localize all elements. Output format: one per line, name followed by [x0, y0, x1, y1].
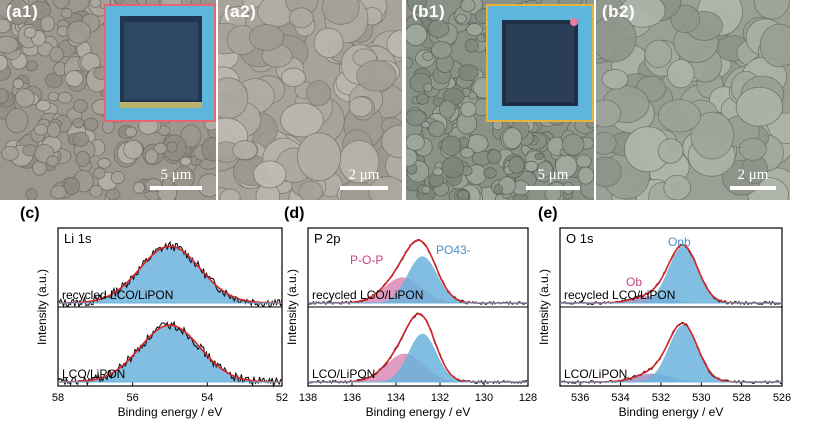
panel-label-a2: (a2): [224, 2, 257, 21]
x-tick-label: 128: [519, 392, 537, 404]
series-label: recycled LCO/LiPON: [312, 288, 423, 302]
fit-envelope: [58, 324, 282, 383]
scalebar-text-b1: 5 μm: [537, 167, 569, 183]
chart-title: O 1s: [566, 231, 594, 246]
x-tick-label: 52: [276, 392, 288, 404]
x-tick-label: 58: [52, 392, 64, 404]
scalebar-b1: 5 μm: [526, 167, 580, 190]
x-tick-label: 532: [652, 392, 670, 404]
panel-label-b1: (b1): [412, 2, 446, 21]
scalebar-text-a1: 5 μm: [160, 167, 192, 183]
sem-panel-b1: (b1) 5 μm: [406, 0, 594, 200]
series-label: LCO/LiPON: [564, 367, 627, 381]
x-tick-label: 130: [475, 392, 493, 404]
panel-label: (d): [284, 205, 304, 222]
inset-photo-b1: [486, 4, 594, 122]
scalebar-b2: 2 μm: [730, 167, 776, 190]
peak-component-1: [308, 256, 528, 303]
peak-component-0: [58, 246, 282, 303]
device-photo-a1: [106, 6, 214, 120]
x-tick-label: 54: [201, 392, 213, 404]
x-axis-label: Binding energy / eV: [366, 405, 471, 419]
sem-panel-a1: (a1) 5 μm: [0, 0, 216, 200]
panel-label: (e): [538, 205, 558, 222]
annotation-p-o-p: P-O-P: [350, 253, 383, 267]
panel-label-b2: (b2): [602, 2, 636, 21]
scalebar-line-b1: [526, 186, 580, 190]
fit-envelope: [58, 245, 282, 304]
inset-photo-a1: [104, 4, 216, 122]
x-tick-label: 138: [299, 392, 317, 404]
annotation-onb: Onb: [668, 235, 691, 249]
annotation-po4: PO43-: [436, 243, 471, 257]
x-tick-label: 536: [571, 392, 589, 404]
series-0: recycled LCO/LiPON: [57, 240, 283, 309]
xps-panel-c: (c) Li 1s 58 56 54 52 Binding energy / eV Inten…: [20, 205, 288, 419]
x-tick-label: 528: [732, 392, 750, 404]
x-tick-label: 134: [387, 392, 405, 404]
sem-image-a2: [218, 0, 402, 200]
x-tick-label: 526: [773, 392, 791, 404]
peak-component-0: [58, 325, 282, 382]
panel-label: (c): [20, 205, 40, 222]
sem-image-b2: [596, 0, 790, 200]
peak-component-1: [560, 325, 782, 382]
sem-panel-a2: (a2) 2 μm: [218, 0, 402, 200]
y-axis-label: Intensity (a.u.): [537, 269, 551, 345]
series-1: LCO/LiPON: [57, 320, 283, 389]
xps-panel-d: (d) P 2p 138 136 134 132 130 128 Binding energy …: [284, 205, 537, 419]
series-label: LCO/LiPON: [62, 367, 125, 381]
chart-title: Li 1s: [64, 231, 92, 246]
device-photo-b1: [488, 6, 592, 120]
x-tick-label: 132: [431, 392, 449, 404]
chart-title: P 2p: [314, 231, 341, 246]
panel-label-a1: (a1): [6, 2, 39, 21]
scalebar-text-a2: 2 μm: [348, 167, 380, 183]
series-1: LCO/LiPON: [559, 321, 783, 385]
y-axis-label: Intensity (a.u.): [35, 269, 49, 345]
x-axis-label: Binding energy / eV: [619, 405, 724, 419]
x-tick-label: 136: [343, 392, 361, 404]
x-tick-label: 530: [692, 392, 710, 404]
scalebar-a2: 2 μm: [340, 167, 388, 190]
scalebar-line-b2: [730, 186, 776, 190]
scalebar-line-a1: [150, 186, 202, 190]
series-1: LCO/LiPON: [307, 312, 528, 385]
scalebar-a1: 5 μm: [150, 167, 202, 190]
series-label: LCO/LiPON: [312, 367, 375, 381]
y-axis-label: Intensity (a.u.): [285, 269, 299, 345]
xps-panel-e: (e) O 1s 536 534 532 530 528 526 Binding energy …: [537, 205, 791, 419]
xps-figure: (c) Li 1s 58 56 54 52 Binding energy / eV Inten…: [20, 205, 791, 419]
series-0: recycled LCO/LiPON: [559, 243, 783, 306]
series-0: recycled LCO/LiPON: [307, 239, 529, 306]
sem-panel-b2: (b2) 2 μm: [596, 0, 790, 200]
peak-component-1: [308, 333, 528, 382]
x-axis-label: Binding energy / eV: [118, 405, 223, 419]
peak-component-1: [560, 246, 782, 303]
scalebar-line-a2: [340, 186, 388, 190]
series-label: recycled LCO/LiPON: [564, 288, 675, 302]
x-tick-label: 534: [611, 392, 629, 404]
annotation-ob: Ob: [626, 275, 642, 289]
scalebar-text-b2: 2 μm: [737, 167, 769, 183]
series-label: recycled LCO/LiPON: [62, 288, 173, 302]
x-tick-label: 56: [127, 392, 139, 404]
